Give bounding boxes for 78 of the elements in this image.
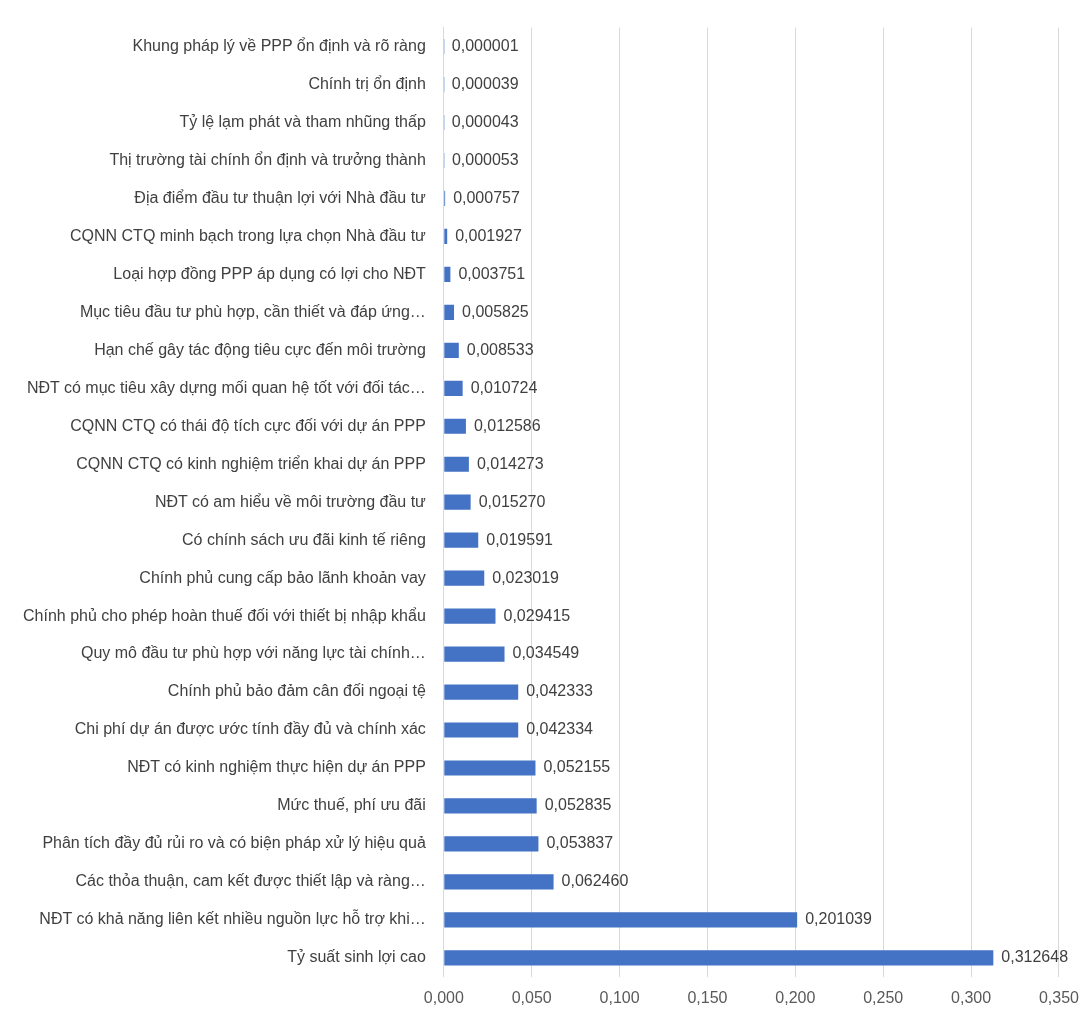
y-tick-label: Chính phủ bảo đảm cân đối ngoại tệ: [167, 682, 426, 700]
x-tick-label: 0,000: [423, 988, 464, 1006]
data-label: 0,042334: [526, 720, 594, 738]
bar: [444, 722, 519, 738]
y-tick-label: Khung pháp lý về PPP ổn định và rõ ràng: [132, 36, 426, 54]
bar: [444, 798, 537, 814]
bar: [444, 418, 466, 434]
y-tick-label: Loại hợp đồng PPP áp dụng có lợi cho NĐT: [113, 264, 427, 282]
x-tick-label: 0,150: [687, 988, 728, 1006]
bar: [444, 646, 505, 662]
x-tick-label: 0,350: [1038, 988, 1080, 1006]
data-label: 0,000039: [451, 74, 519, 92]
y-tick-label: Tỷ lệ lạm phát và tham nhũng thấp: [179, 112, 426, 130]
x-tick-label: 0,200: [775, 988, 816, 1006]
data-label: 0,001927: [455, 226, 523, 244]
x-tick-label: 0,300: [951, 988, 992, 1006]
x-tick-label: 0,050: [511, 988, 552, 1006]
y-tick-label: CQNN CTQ minh bạch trong lựa chọn Nhà đầu tư: [70, 226, 427, 244]
y-tick-label: NĐT có kinh nghiệm thực hiện dự án PPP: [127, 758, 426, 776]
y-tick-label: Mức thuế, phí ưu đãi: [277, 796, 426, 814]
data-label: 0,062460: [561, 872, 629, 890]
x-tick-label: 0,250: [863, 988, 904, 1006]
y-tick-label: NĐT có khả năng liên kết nhiều nguồn lực hỗ trợ khi…: [39, 909, 426, 928]
data-label: 0,034549: [512, 644, 580, 662]
data-label: 0,000053: [451, 150, 519, 168]
bar: [444, 684, 519, 700]
x-tick-label: 0,100: [599, 988, 640, 1006]
data-label: 0,010724: [470, 378, 538, 396]
bar: [444, 304, 455, 320]
bar: [444, 570, 485, 586]
y-tick-label: Có chính sách ưu đãi kinh tế riêng: [182, 530, 426, 548]
y-tick-label: CQNN CTQ có thái độ tích cực đối với dự án PPP: [70, 416, 426, 434]
data-label: 0,015270: [478, 492, 546, 510]
bar: [444, 874, 554, 890]
bar: [444, 760, 536, 776]
data-label: 0,000001: [451, 36, 519, 54]
bar: [444, 608, 496, 624]
data-label: 0,052155: [543, 758, 611, 776]
data-label: 0,029415: [503, 606, 571, 624]
y-tick-label: NĐT có am hiểu về môi trường đầu tư: [154, 492, 427, 510]
data-label: 0,003751: [458, 264, 526, 282]
data-label: 0,005825: [462, 302, 529, 320]
y-tick-label: Thị trường tài chính ổn định và trưởng thành: [109, 150, 426, 168]
bar: [444, 836, 539, 852]
data-label: 0,042333: [526, 682, 594, 700]
bar: [444, 912, 798, 928]
data-label: 0,019591: [486, 530, 554, 548]
data-label: 0,008533: [466, 340, 534, 358]
data-label: 0,000757: [453, 188, 520, 206]
data-label: 0,014273: [476, 454, 544, 472]
y-tick-label: Mục tiêu đầu tư phù hợp, cần thiết và đáp ứng…: [79, 302, 426, 320]
data-label: 0,023019: [492, 568, 560, 586]
data-label: 0,201039: [805, 910, 872, 928]
bar: [444, 494, 471, 510]
bar: [444, 950, 994, 966]
bar: [444, 342, 459, 358]
y-tick-label: Các thỏa thuận, cam kết được thiết lập và ràng…: [75, 872, 426, 890]
y-tick-label: Hạn chế gây tác động tiêu cực đến môi trường: [94, 340, 426, 358]
y-tick-label: CQNN CTQ có kinh nghiệm triển khai dự án PPP: [76, 454, 426, 472]
bar: [444, 266, 451, 282]
y-tick-label: Địa điểm đầu tư thuận lợi với Nhà đầu tư: [134, 188, 427, 206]
bar: [444, 456, 469, 472]
data-label: 0,012586: [473, 416, 541, 434]
y-tick-label: Phân tích đầy đủ rủi ro và có biện pháp xử lý hiệu quả: [42, 834, 426, 852]
y-tick-label: Chi phí dự án được ước tính đầy đủ và chính xác: [74, 720, 426, 738]
data-label: 0,000043: [451, 112, 519, 130]
y-tick-label: NĐT có mục tiêu xây dựng mối quan hệ tốt với đối tác…: [26, 378, 426, 396]
data-label: 0,053837: [546, 834, 614, 852]
bar: [444, 228, 448, 245]
data-label: 0,052835: [544, 796, 612, 814]
y-tick-label: Quy mô đầu tư phù hợp với năng lực tài chính…: [80, 644, 426, 662]
y-tick-label: Chính phủ cho phép hoàn thuế đối với thiết bị nhập khẩu: [23, 606, 426, 624]
data-label: 0,312648: [1001, 948, 1069, 966]
bar: [444, 532, 479, 548]
y-tick-label: Tỷ suất sinh lợi cao: [287, 948, 426, 966]
y-tick-label: Chính trị ổn định: [308, 74, 426, 92]
bar: [444, 380, 463, 396]
y-tick-label: Chính phủ cung cấp bảo lãnh khoản vay: [139, 568, 426, 586]
